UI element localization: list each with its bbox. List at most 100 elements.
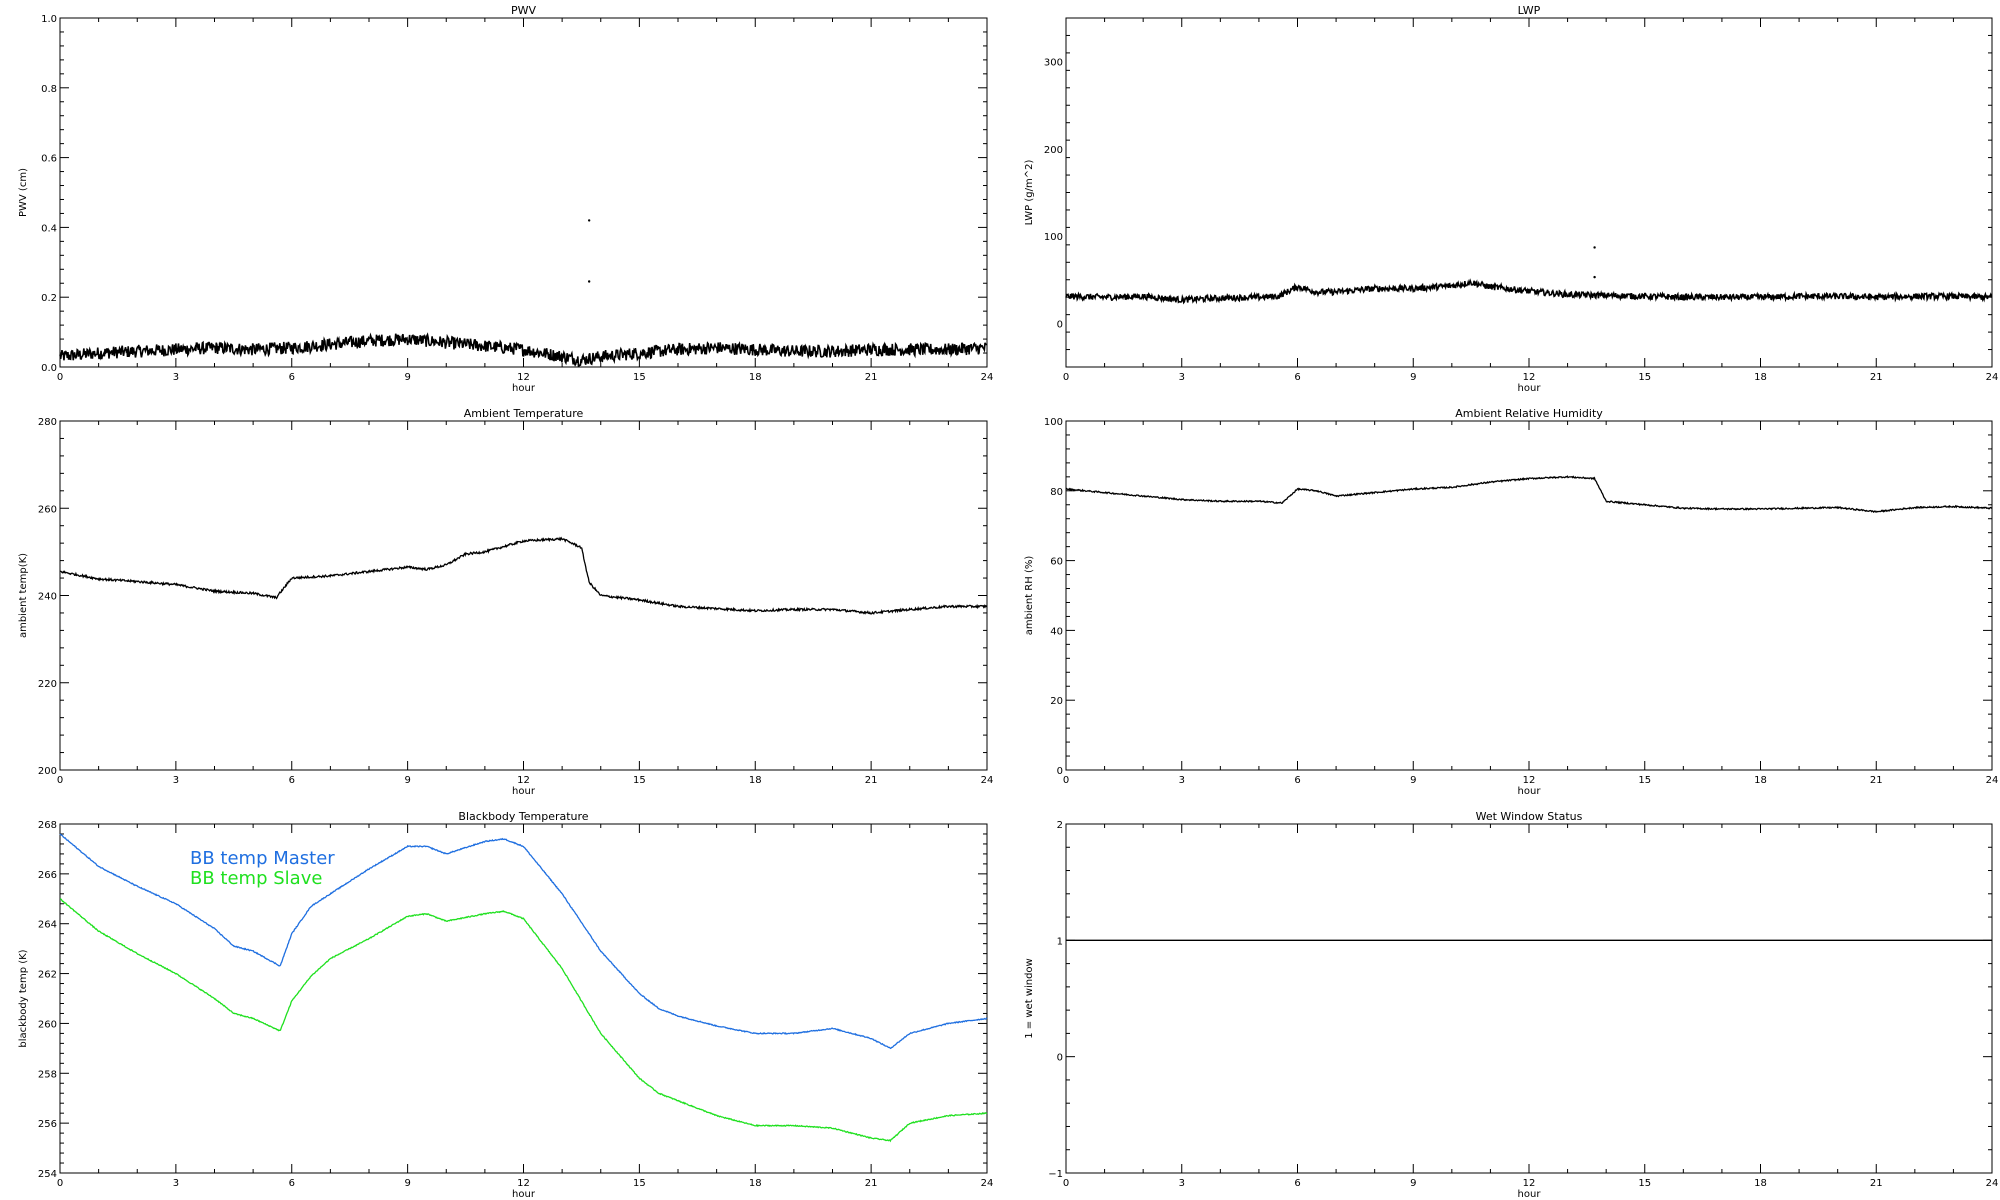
x-tick-label: 3	[1179, 372, 1185, 383]
y-axis-label: ambient temp(K)	[18, 553, 29, 638]
x-tick-label: 0	[1063, 775, 1069, 786]
x-tick-label: 15	[1638, 372, 1651, 383]
legend-entry: BB temp Slave	[190, 868, 322, 889]
x-tick-label: 0	[1063, 1178, 1069, 1189]
x-tick-label: 0	[57, 1178, 63, 1189]
x-tick-label: 18	[749, 775, 762, 786]
y-tick-label: 1.0	[41, 14, 57, 25]
series-line-bb-temp-master	[59, 833, 988, 1050]
chart-title: Ambient Relative Humidity	[1455, 407, 1603, 420]
x-tick-label: 24	[981, 1178, 994, 1189]
y-tick-label: 264	[38, 920, 57, 931]
y-tick-label: 80	[1050, 487, 1063, 498]
outlier-point	[1593, 275, 1596, 279]
y-tick-label: 100	[1044, 417, 1063, 428]
x-tick-label: 21	[865, 1178, 878, 1189]
x-tick-label: 0	[1063, 372, 1069, 383]
x-tick-label: 3	[173, 1178, 179, 1189]
y-tick-label: 260	[38, 504, 57, 515]
y-tick-label: 200	[1044, 145, 1063, 156]
y-tick-label: 220	[38, 679, 57, 690]
x-axis-label: hour	[512, 383, 536, 394]
x-tick-label: 9	[404, 775, 410, 786]
x-tick-label: 9	[404, 1178, 410, 1189]
x-tick-label: 6	[1294, 1178, 1300, 1189]
series-line	[59, 536, 988, 615]
x-tick-label: 18	[749, 372, 762, 383]
x-tick-label: 15	[633, 372, 646, 383]
chart-title: Blackbody Temperature	[458, 810, 588, 823]
x-tick-label: 3	[1179, 1178, 1185, 1189]
y-axis-label: PWV (cm)	[18, 168, 29, 217]
y-tick-label: 260	[38, 1019, 57, 1030]
y-tick-label: 300	[1044, 58, 1063, 69]
x-axis-label: hour	[1518, 786, 1542, 797]
x-tick-label: 6	[1294, 775, 1300, 786]
outlier-point	[587, 219, 591, 222]
y-tick-label: 254	[38, 1169, 57, 1180]
y-tick-label: 266	[38, 870, 57, 881]
x-tick-label: 6	[1294, 372, 1300, 383]
y-tick-label: 1	[1057, 936, 1063, 947]
x-axis-label: hour	[1518, 1189, 1542, 1200]
chart-pwv: PWV 0 3 6 9 12 15 18 21 24 hour 0.0 0.2 0.4 0.6 0.8 1.0 P…	[18, 4, 993, 394]
chart-title: Wet Window Status	[1476, 810, 1583, 823]
x-tick-label: 24	[1986, 775, 1999, 786]
y-axis-label: 1 = wet window	[1024, 958, 1035, 1038]
legend-entry: BB temp Master	[190, 848, 335, 869]
x-tick-label: 18	[749, 1178, 762, 1189]
x-tick-label: 21	[1870, 775, 1883, 786]
x-tick-label: 9	[404, 372, 410, 383]
y-tick-label: 256	[38, 1119, 57, 1130]
x-tick-label: 0	[57, 775, 63, 786]
x-tick-label: 21	[865, 372, 878, 383]
chart-title: Ambient Temperature	[464, 407, 584, 420]
y-tick-label: 2	[1057, 820, 1063, 831]
series-line	[1065, 278, 1993, 305]
plot-frame	[1065, 17, 1993, 368]
chart-title: PWV	[511, 4, 537, 17]
x-tick-label: 3	[1179, 775, 1185, 786]
x-tick-label: 24	[981, 372, 994, 383]
outlier-point	[1593, 246, 1596, 249]
chart-lwp: LWP 0 3 6 9 12 15 18 21 24 hour 0 100 200 300 LWP (g/m^…	[1024, 4, 1998, 394]
x-tick-label: 24	[1986, 1178, 1999, 1189]
y-tick-label: 0.8	[41, 84, 57, 95]
chart-title: LWP	[1518, 4, 1541, 17]
y-tick-label: 240	[38, 592, 57, 603]
y-tick-label: 0	[1057, 1053, 1063, 1064]
x-tick-label: 18	[1754, 1178, 1767, 1189]
x-tick-label: 18	[1754, 372, 1767, 383]
x-tick-label: 12	[517, 775, 530, 786]
x-tick-label: 9	[1410, 1178, 1416, 1189]
y-axis-label: LWP (g/m^2)	[1024, 160, 1035, 226]
y-tick-label: 262	[38, 970, 57, 981]
x-tick-label: 15	[1638, 1178, 1651, 1189]
x-tick-label: 6	[289, 775, 295, 786]
y-tick-label: −1	[1048, 1169, 1063, 1180]
y-tick-label: 0.4	[41, 223, 57, 234]
y-tick-label: 20	[1050, 696, 1063, 707]
x-tick-label: 15	[1638, 775, 1651, 786]
y-tick-label: 0.0	[41, 363, 57, 374]
y-axis-label: blackbody temp (K)	[18, 949, 29, 1047]
x-axis-label: hour	[512, 786, 536, 797]
x-tick-label: 3	[173, 372, 179, 383]
y-tick-label: 0.6	[41, 154, 57, 165]
x-tick-label: 21	[865, 775, 878, 786]
series-line-bb-temp-slave	[59, 898, 988, 1143]
x-tick-label: 12	[1523, 372, 1536, 383]
x-tick-label: 12	[1523, 1178, 1536, 1189]
chart-blackbody-temp: Blackbody Temperature 0 3 6 9 12 15 18 21 24 hour 2…	[18, 810, 993, 1200]
y-tick-label: 200	[38, 766, 57, 777]
series-line	[1065, 475, 1993, 513]
x-tick-label: 21	[1870, 372, 1883, 383]
y-tick-label: 0	[1057, 319, 1063, 330]
y-tick-label: 280	[38, 417, 57, 428]
x-tick-label: 6	[289, 1178, 295, 1189]
x-tick-label: 15	[633, 775, 646, 786]
y-tick-label: 40	[1050, 626, 1063, 637]
x-tick-label: 3	[173, 775, 179, 786]
